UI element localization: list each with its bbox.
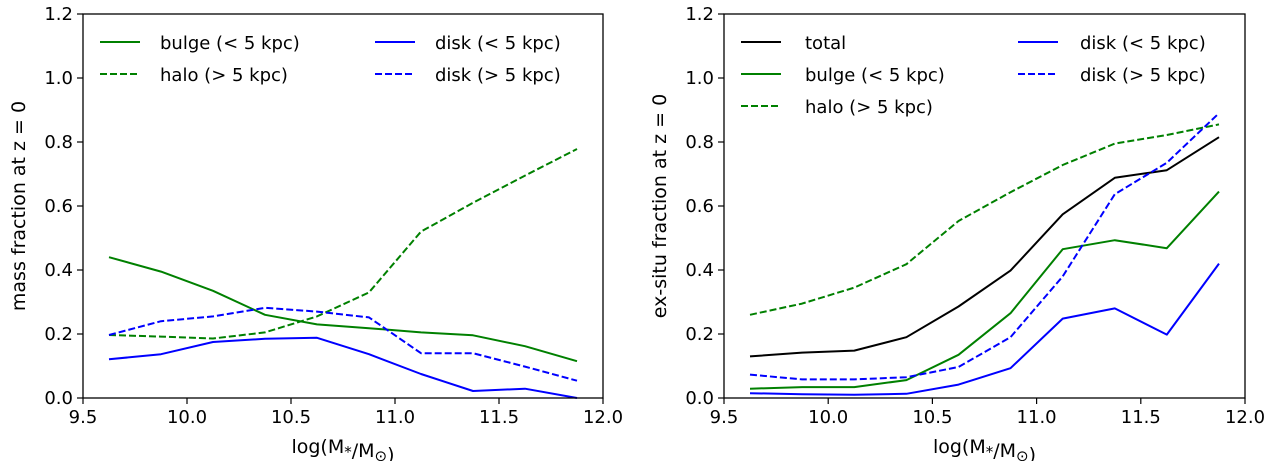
- series-line-3: [108, 336, 578, 399]
- x-axis-label: log(M*/M⊙): [291, 436, 394, 461]
- legend: total bulge (< 5 kpc) halo (> 5 kpc) disk (…: [741, 33, 1206, 118]
- legend-entry: halo (> 5 kpc): [160, 65, 288, 86]
- chart-panel-1: 9.5 10.0 10.5 11.0 11.5 12.0 0.0 0.2 0.4 0.6 0.8 1.…: [8, 4, 623, 461]
- series-line-1: [108, 256, 578, 363]
- x-tick-label: 12.0: [583, 407, 623, 428]
- y-tick-label: 1.0: [685, 68, 714, 89]
- y-tick-label: 0.0: [44, 388, 73, 409]
- series-line-2: [108, 148, 578, 340]
- x-tick-label: 9.5: [69, 407, 98, 428]
- legend-entry: total: [805, 33, 846, 54]
- y-tick-label: 1.2: [44, 4, 73, 25]
- x-tick-label: 10.0: [808, 407, 848, 428]
- legend-entry: disk (< 5 kpc): [435, 33, 561, 54]
- legend-entry: disk (> 5 kpc): [1080, 65, 1206, 86]
- legend-entry: disk (< 5 kpc): [1080, 33, 1206, 54]
- x-tick-label: 11.5: [479, 407, 519, 428]
- x-tick-label: 11.0: [1017, 407, 1057, 428]
- y-tick-label: 0.4: [685, 260, 714, 281]
- legend-entry: bulge (< 5 kpc): [160, 33, 300, 54]
- y-tick-label: 1.0: [44, 68, 73, 89]
- legend: bulge (< 5 kpc) halo (> 5 kpc) disk (< 5 k…: [100, 33, 561, 86]
- y-tick-label: 0.8: [685, 132, 714, 153]
- y-tick-label: 1.2: [685, 4, 714, 25]
- y-tick-label: 0.4: [44, 260, 73, 281]
- series-line-1: [749, 136, 1220, 358]
- x-axis-label: log(M*/M⊙): [933, 436, 1036, 461]
- y-tick-label: 0.0: [685, 388, 714, 409]
- y-tick-label: 0.2: [44, 324, 73, 345]
- y-axis-label: mass fraction at z = 0: [8, 101, 30, 311]
- x-tick-label: 11.0: [375, 407, 415, 428]
- x-tick-label: 12.0: [1225, 407, 1265, 428]
- y-tick-label: 0.8: [44, 132, 73, 153]
- series-line-4: [749, 263, 1220, 396]
- series-line-4: [108, 306, 578, 382]
- x-tick-label: 10.0: [167, 407, 207, 428]
- x-tick-label: 10.5: [912, 407, 952, 428]
- legend-entry: bulge (< 5 kpc): [805, 65, 945, 86]
- x-tick-label: 11.5: [1121, 407, 1161, 428]
- legend-entry: disk (> 5 kpc): [435, 65, 561, 86]
- series-line-3: [749, 123, 1220, 316]
- y-tick-label: 0.2: [685, 324, 714, 345]
- y-axis-label: ex-situ fraction at z = 0: [649, 94, 671, 318]
- legend-entry: halo (> 5 kpc): [805, 97, 933, 118]
- y-tick-label: 0.6: [44, 196, 73, 217]
- x-tick-label: 9.5: [710, 407, 739, 428]
- series-line-2: [749, 190, 1220, 390]
- x-tick-label: 10.5: [271, 407, 311, 428]
- chart-panel-2: 9.5 10.0 10.5 11.0 11.5 12.0 0.0 0.2 0.4 0.6 0.8 1.…: [649, 4, 1265, 461]
- y-tick-label: 0.6: [685, 196, 714, 217]
